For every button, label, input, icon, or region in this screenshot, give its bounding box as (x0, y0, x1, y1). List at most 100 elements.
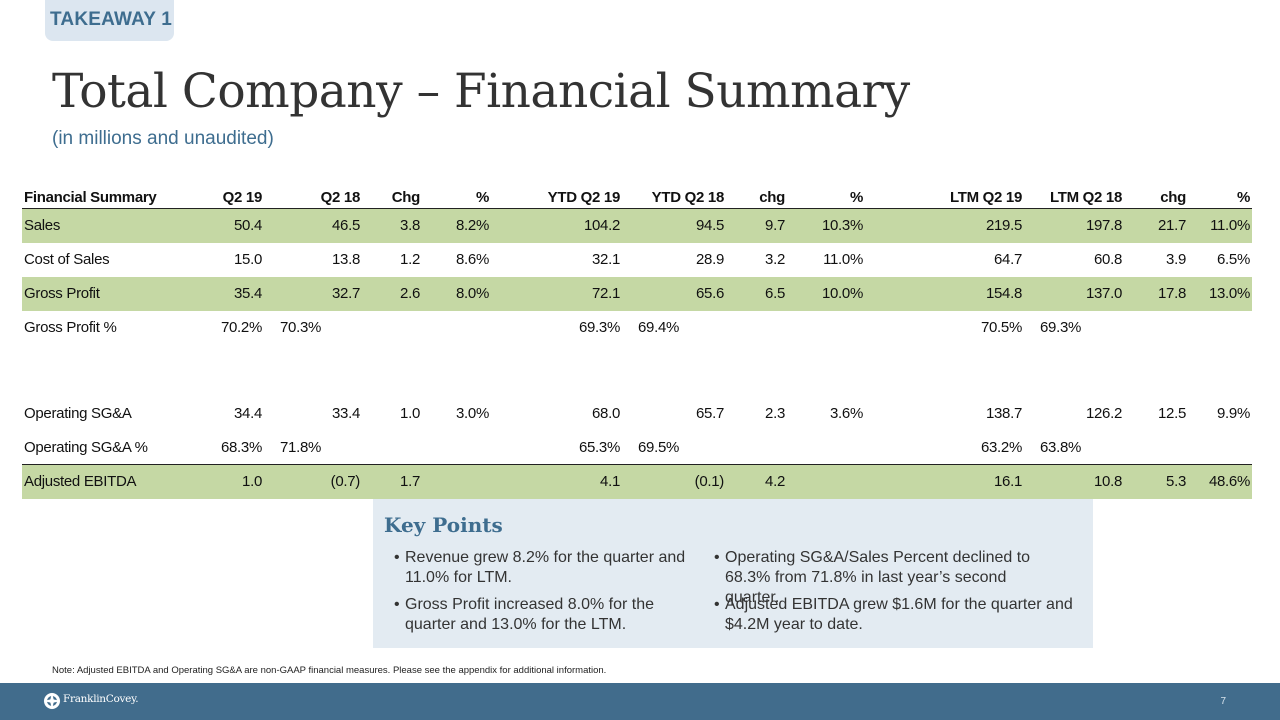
table-cell: 4.1 (491, 464, 622, 499)
table-cell: 6.5% (1217, 251, 1250, 268)
table-cell: 3.9 (1166, 251, 1186, 268)
table-cell (1188, 311, 1252, 361)
table-row: Gross Profit 35.4 32.7 2.6 8.0% 72.1 65.… (22, 276, 1252, 311)
table-cell: 12.5 (1158, 405, 1186, 422)
table-cell: 10.8 (1024, 464, 1124, 499)
table-cell: 70.5% (980, 318, 1022, 336)
table-cell: 69.3% (578, 318, 620, 336)
table-cell: 8.2% (422, 208, 491, 243)
table-cell: 13.0% (1188, 276, 1252, 311)
table-cell (787, 311, 865, 361)
column-header: Q2 18 (264, 186, 362, 209)
page-number: 7 (1220, 696, 1226, 707)
table-row: Cost of Sales 15.0 13.8 1.2 8.6% 32.1 28… (22, 243, 1252, 277)
financial-summary-table: Financial Summary Q2 19 Q2 18 Chg % YTD … (22, 186, 1252, 499)
table-cell (787, 464, 865, 499)
column-header: LTM Q2 18 (1024, 186, 1124, 209)
table-cell: 21.7 (1124, 208, 1188, 243)
table-cell: 69.3% (1040, 318, 1082, 336)
table-cell: 1.0 (400, 405, 420, 422)
table-cell: 15.0 (234, 251, 262, 268)
footer-bar: FranklinCovey. 7 (0, 683, 1280, 720)
table-cell: 65.6 (622, 276, 726, 311)
table-cell: 1.0 (187, 464, 264, 499)
table-cell: 63.8% (1024, 430, 1124, 465)
key-points-title: Key Points (384, 513, 503, 537)
table-spacer-row (22, 361, 1252, 397)
table-cell: 68.0 (592, 405, 620, 422)
table-cell: 6.5 (726, 276, 787, 311)
table-cell: 3.0% (456, 405, 489, 422)
key-point-text: Adjusted EBITDA grew $1.6M for the quart… (725, 596, 1073, 633)
table-cell: 68.3% (187, 430, 264, 465)
spacer-cell (22, 361, 1252, 397)
table-cell: 70.2% (220, 318, 262, 336)
table-cell: 10.3% (787, 208, 865, 243)
table-cell (422, 311, 491, 361)
table-cell: 9.7 (726, 208, 787, 243)
table-cell: 72.1 (491, 276, 622, 311)
table-cell: 63.2% (865, 430, 1024, 465)
column-header: % (1188, 186, 1252, 209)
key-point-item: • Operating SG&A/Sales Percent declined … (714, 548, 1054, 608)
table-row: Operating SG&A 34.4 33.4 1.0 3.0% 68.0 6… (22, 397, 1252, 431)
table-cell: 219.5 (865, 208, 1024, 243)
key-point-text: Revenue grew 8.2% for the quarter and 11… (405, 549, 686, 586)
table-cell: 46.5 (264, 208, 362, 243)
table-cell: 70.3% (280, 318, 322, 336)
column-header: % (787, 186, 865, 209)
page-title: Total Company – Financial Summary (52, 64, 910, 119)
table-cell: 1.7 (362, 464, 422, 499)
table-cell: 11.0% (823, 251, 863, 268)
table-cell (1124, 311, 1188, 361)
table-cell: 1.2 (400, 251, 420, 268)
column-header: chg (1124, 186, 1188, 209)
table-cell: 3.2 (765, 251, 785, 268)
page-subtitle: (in millions and unaudited) (52, 128, 274, 149)
footnote: Note: Adjusted EBITDA and Operating SG&A… (52, 665, 607, 676)
table-cell: 197.8 (1024, 208, 1124, 243)
table-cell (362, 430, 422, 465)
table-cell (1124, 430, 1188, 465)
table-cell: 9.9% (1217, 405, 1250, 422)
table-cell: 48.6% (1188, 464, 1252, 499)
table-cell: 3.8 (362, 208, 422, 243)
table-cell: 104.2 (491, 208, 622, 243)
table-cell (787, 430, 865, 465)
column-header: % (422, 186, 491, 209)
key-points-box: Key Points • Revenue grew 8.2% for the q… (373, 499, 1093, 648)
table-header-row: Financial Summary Q2 19 Q2 18 Chg % YTD … (22, 186, 1252, 209)
table-cell (422, 464, 491, 499)
row-label: Gross Profit (22, 276, 187, 311)
bullet-icon: • (714, 549, 720, 566)
column-header: YTD Q2 19 (491, 186, 622, 209)
table-cell: 137.0 (1024, 276, 1124, 311)
table-cell: 69.4% (638, 318, 680, 336)
takeaway-tag-label: TAKEAWAY 1 (50, 9, 173, 30)
table-row: Operating SG&A % 68.3% 71.8% 65.3% 69.5%… (22, 430, 1252, 465)
table-cell: 126.2 (1085, 405, 1122, 422)
table-cell: 17.8 (1124, 276, 1188, 311)
row-label: Gross Profit % (24, 318, 117, 336)
bullet-icon: • (394, 549, 400, 566)
bullet-icon: • (714, 596, 720, 613)
column-header: Chg (362, 186, 422, 209)
table-cell: 8.0% (422, 276, 491, 311)
table-cell: 65.3% (491, 430, 622, 465)
table-cell: 5.3 (1124, 464, 1188, 499)
table-cell (726, 430, 787, 465)
table-cell: 8.6% (456, 251, 489, 268)
table-cell: 35.4 (187, 276, 264, 311)
table-cell: 16.1 (865, 464, 1024, 499)
row-label: Cost of Sales (24, 251, 110, 268)
table-cell (422, 430, 491, 465)
table-cell: 32.1 (592, 251, 620, 268)
key-point-item: • Revenue grew 8.2% for the quarter and … (394, 548, 694, 588)
column-header: LTM Q2 19 (865, 186, 1024, 209)
table-cell: 69.5% (622, 430, 726, 465)
table-cell: 2.3 (765, 405, 785, 422)
row-label: Operating SG&A % (22, 430, 187, 465)
key-point-item: • Adjusted EBITDA grew $1.6M for the qua… (714, 595, 1086, 635)
table-cell: 33.4 (332, 405, 360, 422)
table-cell: (0.1) (622, 464, 726, 499)
